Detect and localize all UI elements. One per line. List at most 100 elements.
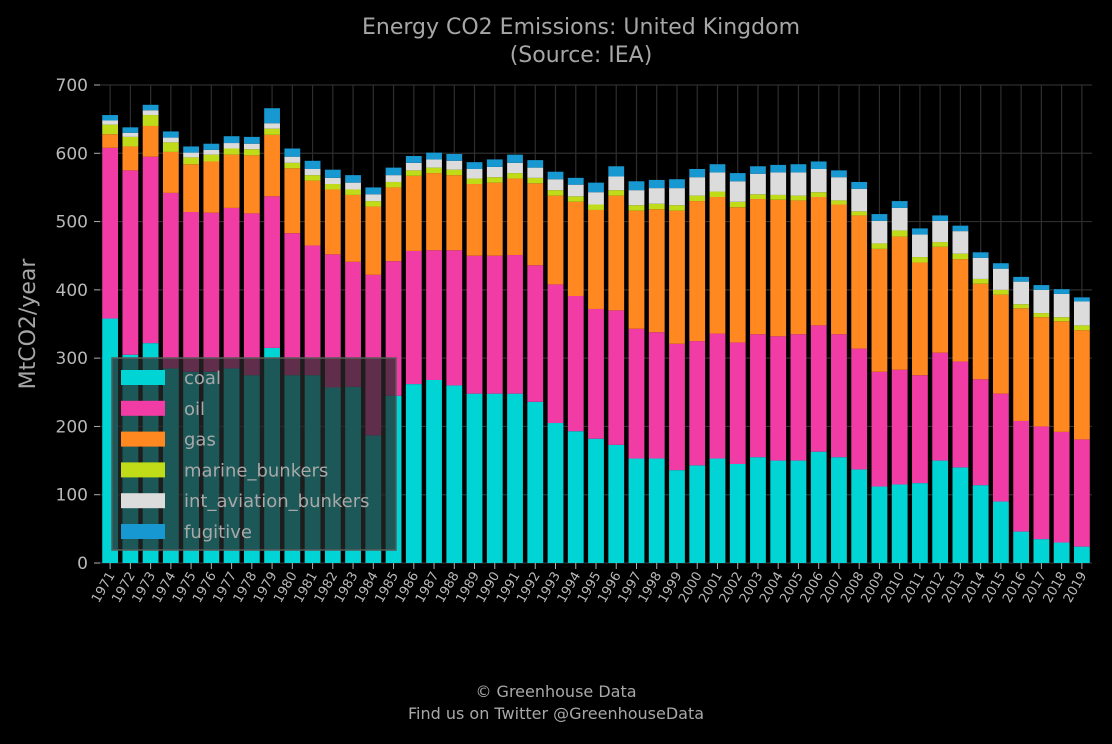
bar-segment-fugitive	[567, 177, 584, 185]
bar-segment-fugitive	[264, 108, 280, 124]
bar-segment-marine-bunkers	[466, 178, 483, 185]
bar-segment-int-aviation-bunkers	[750, 173, 766, 195]
bar-segment-oil	[203, 212, 220, 372]
bar-segment-int-aviation-bunkers	[466, 168, 483, 179]
bar-segment-fugitive	[405, 156, 422, 163]
bar-segment-marine-bunkers	[365, 201, 382, 207]
bar-segment-oil	[972, 379, 989, 486]
bar-segment-int-aviation-bunkers	[385, 175, 402, 182]
bar-segment-gas	[912, 262, 928, 376]
bar-segment-gas	[588, 209, 604, 309]
bar-segment-int-aviation-bunkers	[507, 162, 523, 174]
bar-segment-fugitive	[507, 154, 523, 163]
footer-twitter: Find us on Twitter @GreenhouseData	[407, 704, 705, 723]
bar-segment-fugitive	[1013, 276, 1030, 282]
legend-swatch-fugitive	[121, 524, 165, 539]
bar-segment-oil	[304, 245, 321, 376]
bar-segment-coal	[709, 458, 726, 563]
bar-segment-gas	[345, 194, 361, 262]
y-tick-label: 100	[56, 486, 88, 506]
bar-segment-marine-bunkers	[405, 170, 422, 176]
bar-segment-gas	[446, 175, 463, 251]
bar-segment-int-aviation-bunkers	[993, 268, 1009, 290]
bar-segment-marine-bunkers	[831, 200, 847, 205]
bar-segment-gas	[709, 196, 726, 334]
bar-segment-int-aviation-bunkers	[588, 192, 604, 205]
bar-segment-fugitive	[952, 225, 969, 232]
bar-segment-marine-bunkers	[1053, 317, 1070, 322]
bar-segment-coal	[628, 458, 645, 563]
bar-segment-gas	[486, 182, 503, 256]
bar-segment-gas	[507, 178, 523, 256]
bar-segment-marine-bunkers	[1013, 304, 1030, 309]
bar-segment-int-aviation-bunkers	[345, 182, 361, 190]
bar-segment-int-aviation-bunkers	[203, 149, 220, 155]
bar-segment-oil	[426, 250, 442, 380]
bar-segment-oil	[689, 341, 706, 466]
bar-segment-int-aviation-bunkers	[1073, 301, 1090, 326]
bar-segment-marine-bunkers	[486, 177, 503, 183]
bar-segment-oil	[608, 310, 625, 445]
bar-segment-fugitive	[871, 214, 888, 221]
bar-segment-int-aviation-bunkers	[648, 188, 665, 204]
legend-swatch-coal	[121, 370, 165, 385]
y-tick-label: 200	[56, 417, 88, 437]
bar-segment-gas	[183, 164, 199, 213]
bar-segment-fugitive	[243, 136, 260, 144]
bar-segment-int-aviation-bunkers	[1013, 281, 1030, 305]
bar-segment-gas	[162, 151, 179, 193]
bar-segment-marine-bunkers	[689, 195, 706, 202]
bar-segment-fugitive	[993, 263, 1009, 269]
bar-segment-oil	[284, 233, 301, 376]
bar-segment-gas	[547, 195, 564, 285]
bar-segment-marine-bunkers	[790, 195, 807, 201]
bar-segment-gas	[689, 201, 706, 342]
bar-segment-coal	[770, 460, 787, 563]
bar-segment-gas	[1013, 308, 1030, 421]
bar-segment-oil	[750, 334, 766, 458]
bar-segment-int-aviation-bunkers	[426, 159, 442, 168]
bar-segment-oil	[507, 255, 523, 394]
bar-segment-oil	[527, 265, 544, 402]
bar-segment-int-aviation-bunkers	[729, 181, 746, 202]
bar-segment-int-aviation-bunkers	[527, 167, 544, 178]
bar-segment-gas	[284, 168, 301, 234]
bar-segment-fugitive	[891, 201, 908, 208]
bar-segment-marine-bunkers	[345, 189, 361, 195]
bar-segment-marine-bunkers	[709, 191, 726, 197]
bar-segment-marine-bunkers	[284, 162, 301, 169]
bar-segment-int-aviation-bunkers	[628, 190, 645, 206]
bar-segment-int-aviation-bunkers	[547, 179, 564, 191]
bar-segment-marine-bunkers	[122, 136, 139, 147]
bar-segment-int-aviation-bunkers	[405, 162, 422, 171]
bar-segment-oil	[831, 334, 847, 458]
legend-label-oil: oil	[184, 399, 205, 420]
bar-segment-int-aviation-bunkers	[304, 168, 321, 176]
bar-segment-marine-bunkers	[162, 142, 179, 152]
bar-segment-marine-bunkers	[507, 173, 523, 179]
y-tick-label: 500	[56, 213, 88, 233]
bar-segment-gas	[102, 134, 119, 148]
bar-segment-fugitive	[122, 127, 139, 133]
bar-segment-fugitive	[486, 159, 503, 167]
bar-segment-gas	[466, 184, 483, 256]
bar-segment-oil	[891, 369, 908, 485]
bar-segment-marine-bunkers	[547, 190, 564, 196]
bar-segment-fugitive	[223, 136, 240, 144]
bar-segment-coal	[729, 463, 746, 563]
bar-segment-marine-bunkers	[932, 242, 949, 247]
bar-segment-marine-bunkers	[952, 253, 969, 260]
bar-segment-fugitive	[750, 166, 766, 174]
bar-segment-gas	[770, 199, 787, 337]
bar-segment-marine-bunkers	[102, 124, 119, 135]
y-axis-label: MtCO2/year	[16, 258, 41, 390]
bar-segment-coal	[952, 467, 969, 563]
bar-segment-oil	[1073, 439, 1090, 547]
bar-segment-gas	[567, 201, 584, 297]
bar-segment-coal	[527, 401, 544, 563]
bar-segment-marine-bunkers	[628, 205, 645, 211]
bar-segment-coal	[750, 457, 766, 563]
bar-segment-gas	[405, 175, 422, 251]
bar-segment-oil	[223, 207, 240, 369]
